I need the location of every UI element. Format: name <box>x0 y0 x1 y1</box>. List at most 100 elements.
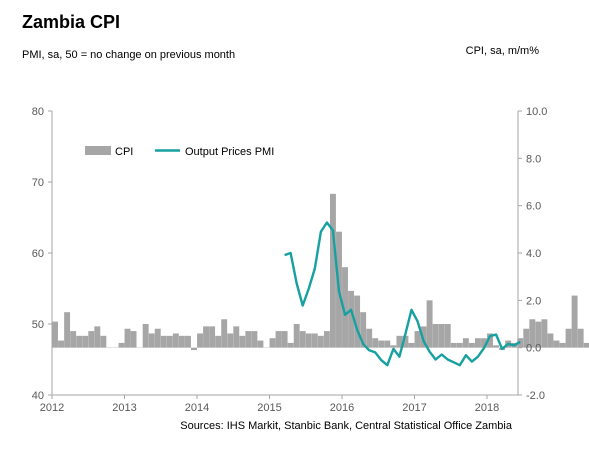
cpi-bar <box>559 342 566 348</box>
x-tick-label: 2017 <box>402 402 426 414</box>
left-tick-label: 80 <box>32 106 44 118</box>
cpi-bar <box>450 342 457 348</box>
right-tick-label: 0.0 <box>526 343 541 355</box>
cpi-bar <box>378 340 385 348</box>
cpi-bar <box>172 333 179 348</box>
cpi-bar <box>402 335 409 348</box>
cpi-bar <box>82 335 89 348</box>
cpi-bar <box>281 331 288 348</box>
left-axis-label: PMI, sa, 50 = no change on previous mont… <box>22 49 236 61</box>
cpi-bar <box>233 326 240 348</box>
cpi-bar <box>269 338 276 348</box>
cpi-bar <box>456 342 463 348</box>
cpi-bar <box>565 328 572 348</box>
cpi-bar <box>142 324 149 348</box>
cpi-bar <box>100 335 107 348</box>
legend-cpi-swatch <box>85 146 111 155</box>
cpi-bar <box>396 335 403 348</box>
cpi-bar <box>547 333 554 348</box>
cpi-bar <box>203 326 210 348</box>
cpi-bar <box>493 345 500 348</box>
legend: CPI Output Prices PMI <box>85 146 274 158</box>
cpi-bar <box>287 342 294 348</box>
cpi-bar <box>64 312 71 348</box>
cpi-bar <box>221 319 228 348</box>
cpi-bar <box>481 338 487 348</box>
cpi-bar <box>372 338 379 348</box>
left-tick-label: 40 <box>32 390 44 402</box>
cpi-bar <box>299 331 306 348</box>
cpi-bar <box>184 335 191 348</box>
cpi-bar <box>215 335 222 348</box>
cpi-bar <box>148 333 155 348</box>
cpi-bar <box>360 312 367 348</box>
cpi-bar <box>58 340 65 348</box>
cpi-bar <box>88 331 95 348</box>
cpi-bar <box>70 331 77 348</box>
cpi-bar <box>541 319 548 348</box>
cpi-bar <box>227 333 234 348</box>
cpi-bar <box>257 340 264 348</box>
cpi-bar <box>390 345 397 348</box>
cpi-bar <box>577 328 584 348</box>
cpi-bar <box>444 324 451 348</box>
x-tick-label: 2014 <box>185 402 209 414</box>
cpi-bar <box>583 342 589 348</box>
cpi-bar <box>209 326 216 348</box>
cpi-bar <box>529 319 536 348</box>
cpi-bar <box>76 335 83 348</box>
cpi-bar <box>323 331 330 348</box>
axes: 40 50 60 70 80 -2.0 0.0 2.0 4.0 6.0 8.0 10.0 2012 201… <box>32 106 548 414</box>
cpi-bar <box>52 321 58 348</box>
cpi-bar <box>487 333 493 348</box>
cpi-bar <box>366 328 373 348</box>
right-tick-label: -2.0 <box>526 390 545 402</box>
right-axis-label: CPI, sa, m/m% <box>465 45 539 57</box>
cpi-bar <box>468 342 475 348</box>
cpi-bar <box>571 295 578 348</box>
left-tick-label: 50 <box>32 319 44 331</box>
cpi-bar <box>197 333 203 348</box>
x-tick-label: 2018 <box>475 402 499 414</box>
cpi-bar <box>178 335 185 348</box>
cpi-bar <box>124 328 131 348</box>
cpi-bar <box>130 331 137 348</box>
cpi-bar <box>191 347 197 351</box>
cpi-bar <box>426 300 433 348</box>
chart-title: Zambia CPI <box>22 12 121 32</box>
cpi-bar <box>438 324 445 348</box>
cpi-bar <box>408 342 415 348</box>
right-tick-label: 8.0 <box>526 153 541 165</box>
cpi-bar <box>535 321 542 348</box>
cpi-bar <box>118 342 125 348</box>
cpi-bar <box>245 331 252 348</box>
cpi-bar <box>311 333 318 348</box>
cpi-bar <box>275 331 282 348</box>
right-tick-label: 10.0 <box>526 106 547 118</box>
pmi-line <box>284 221 521 367</box>
cpi-bar <box>94 326 101 348</box>
cpi-bar <box>329 193 336 348</box>
x-tick-label: 2013 <box>112 402 136 414</box>
cpi-bar <box>293 324 300 348</box>
legend-pmi-label: Output Prices PMI <box>185 146 274 158</box>
cpi-bar <box>239 335 246 348</box>
cpi-bar <box>166 335 173 348</box>
right-tick-label: 4.0 <box>526 248 541 260</box>
cpi-bar <box>305 333 312 348</box>
cpi-bar <box>384 340 391 348</box>
cpi-bar <box>414 331 421 348</box>
left-tick-label: 60 <box>32 248 44 260</box>
cpi-bar <box>553 340 560 348</box>
x-tick-label: 2016 <box>330 402 354 414</box>
source-note: Sources: IHS Markit, Stanbic Bank, Centr… <box>180 420 512 432</box>
cpi-bar <box>342 267 348 348</box>
x-tick-label: 2015 <box>257 402 281 414</box>
cpi-bar <box>354 295 361 348</box>
cpi-bar <box>154 328 161 348</box>
cpi-bar <box>474 338 481 348</box>
right-tick-label: 2.0 <box>526 295 541 307</box>
cpi-bar <box>432 324 439 348</box>
cpi-bar <box>523 328 530 348</box>
